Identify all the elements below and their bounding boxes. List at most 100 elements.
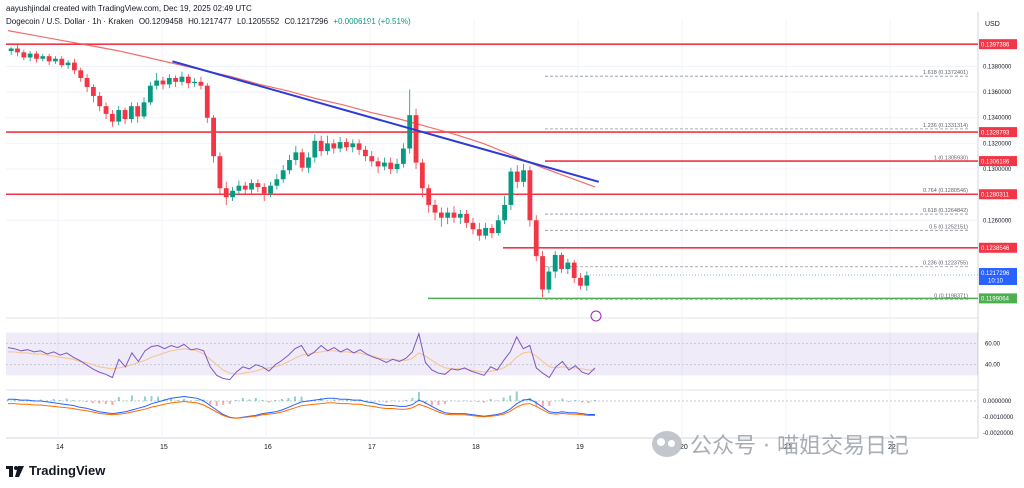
- candle-body: [15, 48, 20, 53]
- macd-histogram-bar: [111, 401, 114, 405]
- candle-body: [40, 56, 46, 59]
- macd-histogram-bar: [183, 399, 186, 401]
- candle-body: [419, 162, 425, 189]
- macd-histogram-bar: [46, 400, 49, 401]
- candle-body: [128, 106, 134, 120]
- rsi-tick-label: 40.00: [985, 363, 1001, 369]
- macd-histogram-bar: [143, 396, 146, 401]
- candle-body: [27, 53, 33, 58]
- macd-histogram-bar: [594, 400, 596, 401]
- fib-level-label: 1.236 (0.1331314): [923, 123, 968, 129]
- candle-body: [84, 77, 90, 87]
- y-tick-label: 0.1300000: [983, 167, 1012, 173]
- macd-histogram-bar: [463, 400, 466, 401]
- candle-body: [546, 271, 552, 290]
- macd-histogram-bar: [202, 399, 205, 401]
- candle-body: [192, 81, 198, 84]
- candle-body: [495, 220, 501, 234]
- candle-body: [552, 254, 558, 272]
- candle-body: [65, 62, 71, 66]
- macd-histogram-bar: [228, 401, 231, 404]
- candle-body: [312, 140, 318, 158]
- candle-body: [483, 227, 489, 236]
- x-tick-label: 19: [576, 444, 584, 451]
- y-tick-label: 0.1360000: [983, 90, 1012, 96]
- macd-histogram-bar: [378, 401, 381, 402]
- macd-histogram-bar: [398, 401, 401, 402]
- macd-histogram-bar: [274, 400, 277, 401]
- macd-histogram-bar: [372, 401, 375, 402]
- candle-body: [242, 185, 248, 190]
- candle-body: [527, 170, 533, 221]
- candle-body: [363, 149, 368, 157]
- macd-histogram-bar: [98, 401, 101, 404]
- macd-histogram-bar: [339, 400, 342, 401]
- candle-body: [59, 58, 65, 66]
- candle-body: [147, 85, 153, 103]
- candle-body: [578, 277, 583, 286]
- candle-body: [375, 161, 381, 167]
- macd-tick-label: -0.0020000: [983, 431, 1014, 437]
- candle-body: [185, 76, 191, 84]
- candle-body: [331, 143, 337, 149]
- candle-body: [223, 188, 229, 198]
- candle-body: [432, 204, 438, 213]
- candle-body: [141, 102, 147, 117]
- close-value: C0.1217296: [284, 17, 329, 26]
- candle-body: [255, 183, 261, 187]
- macd-histogram-bar: [209, 401, 212, 405]
- macd-histogram-bar: [391, 400, 394, 401]
- macd-histogram-bar: [280, 399, 283, 401]
- candle-body: [135, 106, 141, 117]
- macd-histogram-bar: [313, 400, 316, 401]
- countdown-label: 10:10: [988, 279, 1004, 285]
- macd-histogram-bar: [385, 401, 388, 403]
- macd-histogram-bar: [222, 401, 225, 405]
- macd-histogram-bar: [235, 400, 238, 401]
- macd-histogram-bar: [554, 400, 557, 401]
- macd-histogram-bar: [261, 400, 264, 401]
- candle-body: [160, 80, 166, 85]
- wechat-icon: [652, 431, 682, 457]
- macd-histogram-bar: [59, 400, 62, 401]
- currency-label: USD: [985, 21, 1000, 28]
- candle-body: [533, 220, 539, 257]
- candle-body: [413, 115, 419, 163]
- candle-body: [457, 213, 463, 218]
- x-tick-label: 18: [472, 444, 480, 451]
- level-badge-label: 0.1199064: [981, 297, 1010, 303]
- author-line: aayushjindal created with TradingView.co…: [6, 4, 252, 13]
- macd-histogram-bar: [515, 391, 518, 401]
- candle-body: [489, 227, 495, 234]
- macd-histogram-bar: [248, 399, 251, 401]
- fib-level-label: 1 (0.1305930): [934, 155, 968, 161]
- macd-histogram-bar: [72, 400, 75, 401]
- macd-histogram-bar: [7, 399, 9, 401]
- candle-body: [584, 275, 590, 286]
- macd-histogram-bar: [189, 400, 192, 401]
- candle-body: [211, 117, 217, 157]
- macd-histogram-bar: [443, 401, 446, 404]
- candle-body: [470, 222, 476, 230]
- level-badge-label: 0.1280311: [981, 193, 1010, 199]
- open-value: O0.1209458: [138, 17, 183, 26]
- macd-line: [8, 395, 595, 419]
- macd-histogram-bar: [417, 392, 420, 401]
- macd-histogram-bar: [502, 397, 505, 401]
- candle-body: [394, 163, 400, 169]
- macd-histogram-bar: [437, 401, 440, 405]
- macd-histogram-bar: [476, 401, 479, 402]
- high-value: H0.1217477: [188, 17, 232, 26]
- macd-histogram-bar: [157, 396, 160, 401]
- last-price-label: 0.1217296: [981, 271, 1010, 277]
- candle-body: [540, 256, 545, 290]
- macd-histogram-bar: [267, 401, 270, 403]
- macd-signal-line: [8, 400, 595, 419]
- candle-body: [388, 162, 394, 169]
- symbol-label[interactable]: Dogecoin / U.S. Dollar · 1h · Kraken: [6, 17, 134, 26]
- candle-body: [514, 171, 520, 182]
- candle-body: [90, 86, 96, 96]
- macd-histogram-bar: [457, 401, 460, 402]
- candle-body: [451, 212, 457, 218]
